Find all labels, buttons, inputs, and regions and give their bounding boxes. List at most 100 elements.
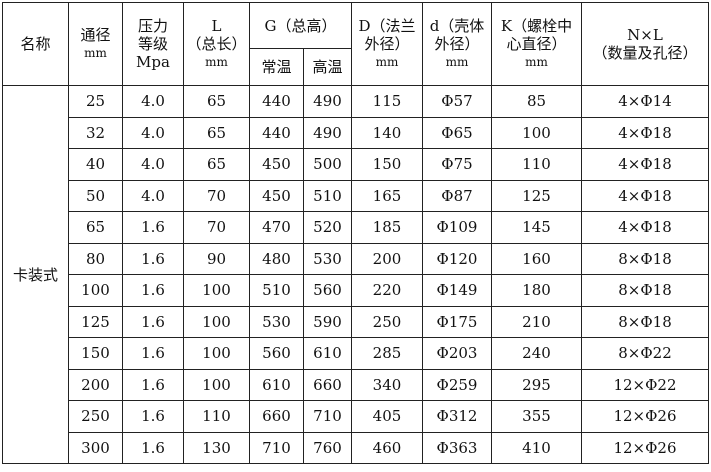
- cell-bolt-circle: 145: [491, 211, 582, 244]
- cell-flange-od: 140: [351, 116, 423, 149]
- cell-flange-od: 150: [351, 148, 423, 181]
- header-NL: N×L （数量及孔径）: [581, 2, 709, 86]
- cell-length: 100: [183, 337, 250, 370]
- cell-body-od: Φ65: [422, 116, 492, 149]
- header-L-sub: （总长）: [186, 35, 247, 53]
- cell-height-high: 530: [303, 242, 352, 275]
- cell-pressure: 1.6: [122, 337, 184, 370]
- cell-dn: 32: [68, 116, 123, 149]
- cell-bolt-circle: 110: [491, 148, 582, 181]
- cell-height-high: 500: [303, 148, 352, 181]
- cell-dn: 65: [68, 211, 123, 244]
- header-L-unit: mm: [205, 55, 228, 69]
- cell-flange-od: 220: [351, 274, 423, 307]
- header-dn: 通径 mm: [68, 2, 123, 86]
- cell-pressure: 1.6: [122, 242, 184, 275]
- cell-dn: 40: [68, 148, 123, 181]
- cell-bolt-circle: 240: [491, 337, 582, 370]
- cell-height-high: 590: [303, 305, 352, 338]
- cell-height-normal: 710: [249, 431, 304, 464]
- cell-height-normal: 450: [249, 148, 304, 181]
- cell-body-od: Φ57: [422, 85, 492, 118]
- cell-bolt-circle: 210: [491, 305, 582, 338]
- cell-holes: 8×Φ18: [581, 305, 709, 338]
- cell-dn: 100: [68, 274, 123, 307]
- cell-body-od: Φ120: [422, 242, 492, 275]
- cell-flange-od: 405: [351, 400, 423, 433]
- cell-dn: 50: [68, 179, 123, 212]
- cell-height-high: 560: [303, 274, 352, 307]
- table-row: 100 1.6 100 510 560 220 Φ149 180 8×Φ18: [3, 274, 709, 307]
- cell-flange-od: 285: [351, 337, 423, 370]
- cell-flange-od: 340: [351, 368, 423, 401]
- header-G: G（总高）: [249, 2, 352, 49]
- cell-bolt-circle: 295: [491, 368, 582, 401]
- cell-height-high: 490: [303, 116, 352, 149]
- cell-body-od: Φ75: [422, 148, 492, 181]
- cell-body-od: Φ149: [422, 274, 492, 307]
- header-L-label: L: [211, 17, 222, 35]
- header-dn-unit: mm: [84, 46, 107, 60]
- header-L: L （总长） mm: [183, 2, 250, 86]
- cell-height-normal: 560: [249, 337, 304, 370]
- header-G-normal: 常温: [249, 48, 304, 86]
- header-pressure-label: 压力等级: [137, 17, 168, 53]
- cell-flange-od: 185: [351, 211, 423, 244]
- cell-length: 70: [183, 211, 250, 244]
- cell-holes: 4×Φ18: [581, 179, 709, 212]
- header-d: d（壳体外径） mm: [422, 2, 492, 86]
- cell-height-high: 490: [303, 85, 352, 118]
- cell-pressure: 4.0: [122, 148, 184, 181]
- cell-dn: 25: [68, 85, 123, 118]
- header-D-unit: mm: [375, 55, 399, 69]
- table-row: 50 4.0 70 450 510 165 Φ87 125 4×Φ18: [3, 179, 709, 212]
- table-row: 300 1.6 130 710 760 460 Φ363 410 12×Φ26: [3, 431, 709, 464]
- cell-height-normal: 450: [249, 179, 304, 212]
- table-row: 32 4.0 65 440 490 140 Φ65 100 4×Φ18: [3, 116, 709, 149]
- cell-flange-od: 460: [351, 431, 423, 464]
- cell-height-high: 710: [303, 400, 352, 433]
- header-K-label: K（螺栓中心直径）: [500, 17, 573, 53]
- header-d-unit: mm: [445, 55, 469, 69]
- cell-dn: 80: [68, 242, 123, 275]
- cell-height-normal: 440: [249, 116, 304, 149]
- header-D-label: D（法兰外径）: [358, 17, 416, 53]
- header-pressure-unit: Mpa: [136, 53, 170, 71]
- cell-holes: 8×Φ22: [581, 337, 709, 370]
- table-row: 卡装式 25 4.0 65 440 490 115 Φ57 85 4×Φ14: [2, 85, 709, 464]
- table-row: 250 1.6 110 660 710 405 Φ312 355 12×Φ26: [3, 400, 709, 433]
- cell-length: 100: [183, 305, 250, 338]
- spec-table: 名称 通径 mm 压力等级 Mpa L （总长） mm G（总高） D（法兰外径） mm …: [2, 2, 709, 464]
- group-name: 卡装式: [2, 85, 69, 464]
- cell-holes: 12×Φ26: [581, 400, 709, 433]
- header-K-unit: mm: [525, 55, 548, 69]
- header-dn-label: 通径: [80, 26, 111, 44]
- cell-height-normal: 470: [249, 211, 304, 244]
- cell-body-od: Φ203: [422, 337, 492, 370]
- cell-height-high: 520: [303, 211, 352, 244]
- cell-length: 65: [183, 148, 250, 181]
- cell-pressure: 1.6: [122, 431, 184, 464]
- table-row: 40 4.0 65 450 500 150 Φ75 110 4×Φ18: [3, 148, 709, 181]
- cell-height-high: 510: [303, 179, 352, 212]
- cell-holes: 4×Φ14: [581, 85, 709, 118]
- header-K: K（螺栓中心直径） mm: [491, 2, 582, 86]
- cell-pressure: 1.6: [122, 274, 184, 307]
- cell-holes: 4×Φ18: [581, 116, 709, 149]
- cell-length: 110: [183, 400, 250, 433]
- cell-length: 65: [183, 116, 250, 149]
- table-row: 200 1.6 100 610 660 340 Φ259 295 12×Φ22: [3, 368, 709, 401]
- cell-height-normal: 440: [249, 85, 304, 118]
- table-row: 125 1.6 100 530 590 250 Φ175 210 8×Φ18: [3, 305, 709, 338]
- cell-length: 70: [183, 179, 250, 212]
- cell-pressure: 1.6: [122, 368, 184, 401]
- cell-pressure: 4.0: [122, 179, 184, 212]
- cell-body-od: Φ259: [422, 368, 492, 401]
- cell-height-normal: 480: [249, 242, 304, 275]
- cell-dn: 125: [68, 305, 123, 338]
- cell-pressure: 4.0: [122, 116, 184, 149]
- cell-holes: 12×Φ26: [581, 431, 709, 464]
- header-NL-sub: （数量及孔径）: [592, 44, 698, 62]
- cell-height-high: 760: [303, 431, 352, 464]
- cell-length: 130: [183, 431, 250, 464]
